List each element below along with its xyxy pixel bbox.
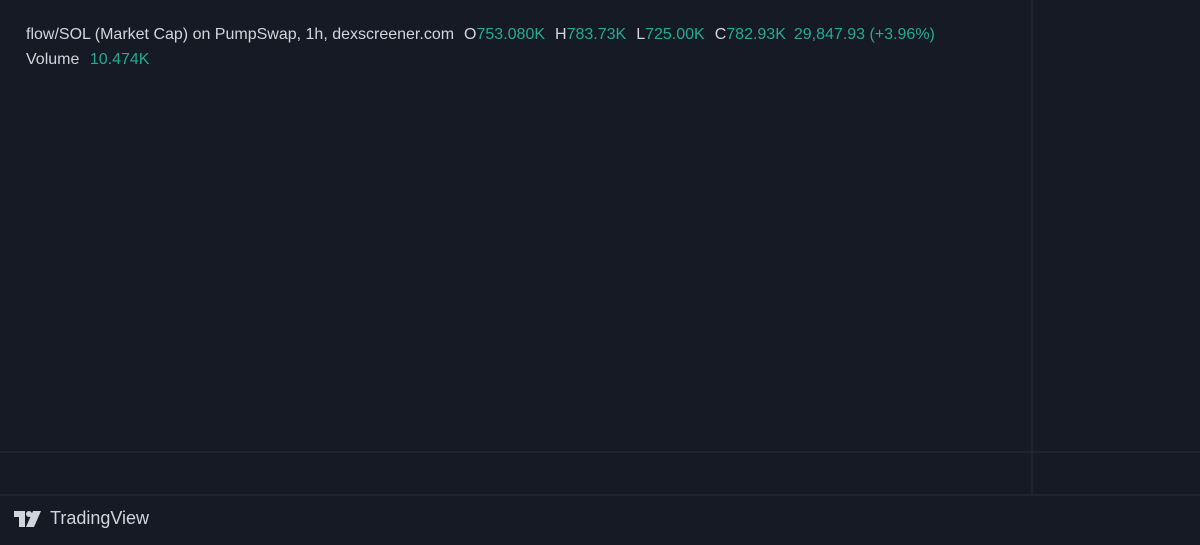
- ohlc-key: H: [555, 26, 567, 43]
- ohlc-key: O: [464, 26, 477, 43]
- chart-title: flow/SOL (Market Cap) on PumpSwap, 1h, d…: [26, 26, 455, 43]
- ohlc-value: 753.080K: [476, 26, 546, 43]
- brand: TradingView: [50, 508, 150, 528]
- volume-value: 10.474K: [89, 51, 150, 68]
- change-value: 29,847.93 (+3.96%): [793, 26, 935, 43]
- ohlc-value: 725.00K: [645, 26, 705, 43]
- footer: TradingView: [14, 508, 149, 529]
- volume-label: Volume: [26, 51, 80, 68]
- ohlc-key: C: [714, 26, 727, 43]
- ohlc-value: 783.73K: [566, 26, 627, 43]
- ohlc-key: L: [636, 26, 646, 43]
- brand-logo: [14, 510, 41, 527]
- ohlc-value: 782.93K: [726, 26, 786, 43]
- header: flow/SOL (Market Cap) on PumpSwap, 1h, d…: [26, 26, 935, 44]
- volume-legend: Volume 10.474K: [26, 51, 149, 69]
